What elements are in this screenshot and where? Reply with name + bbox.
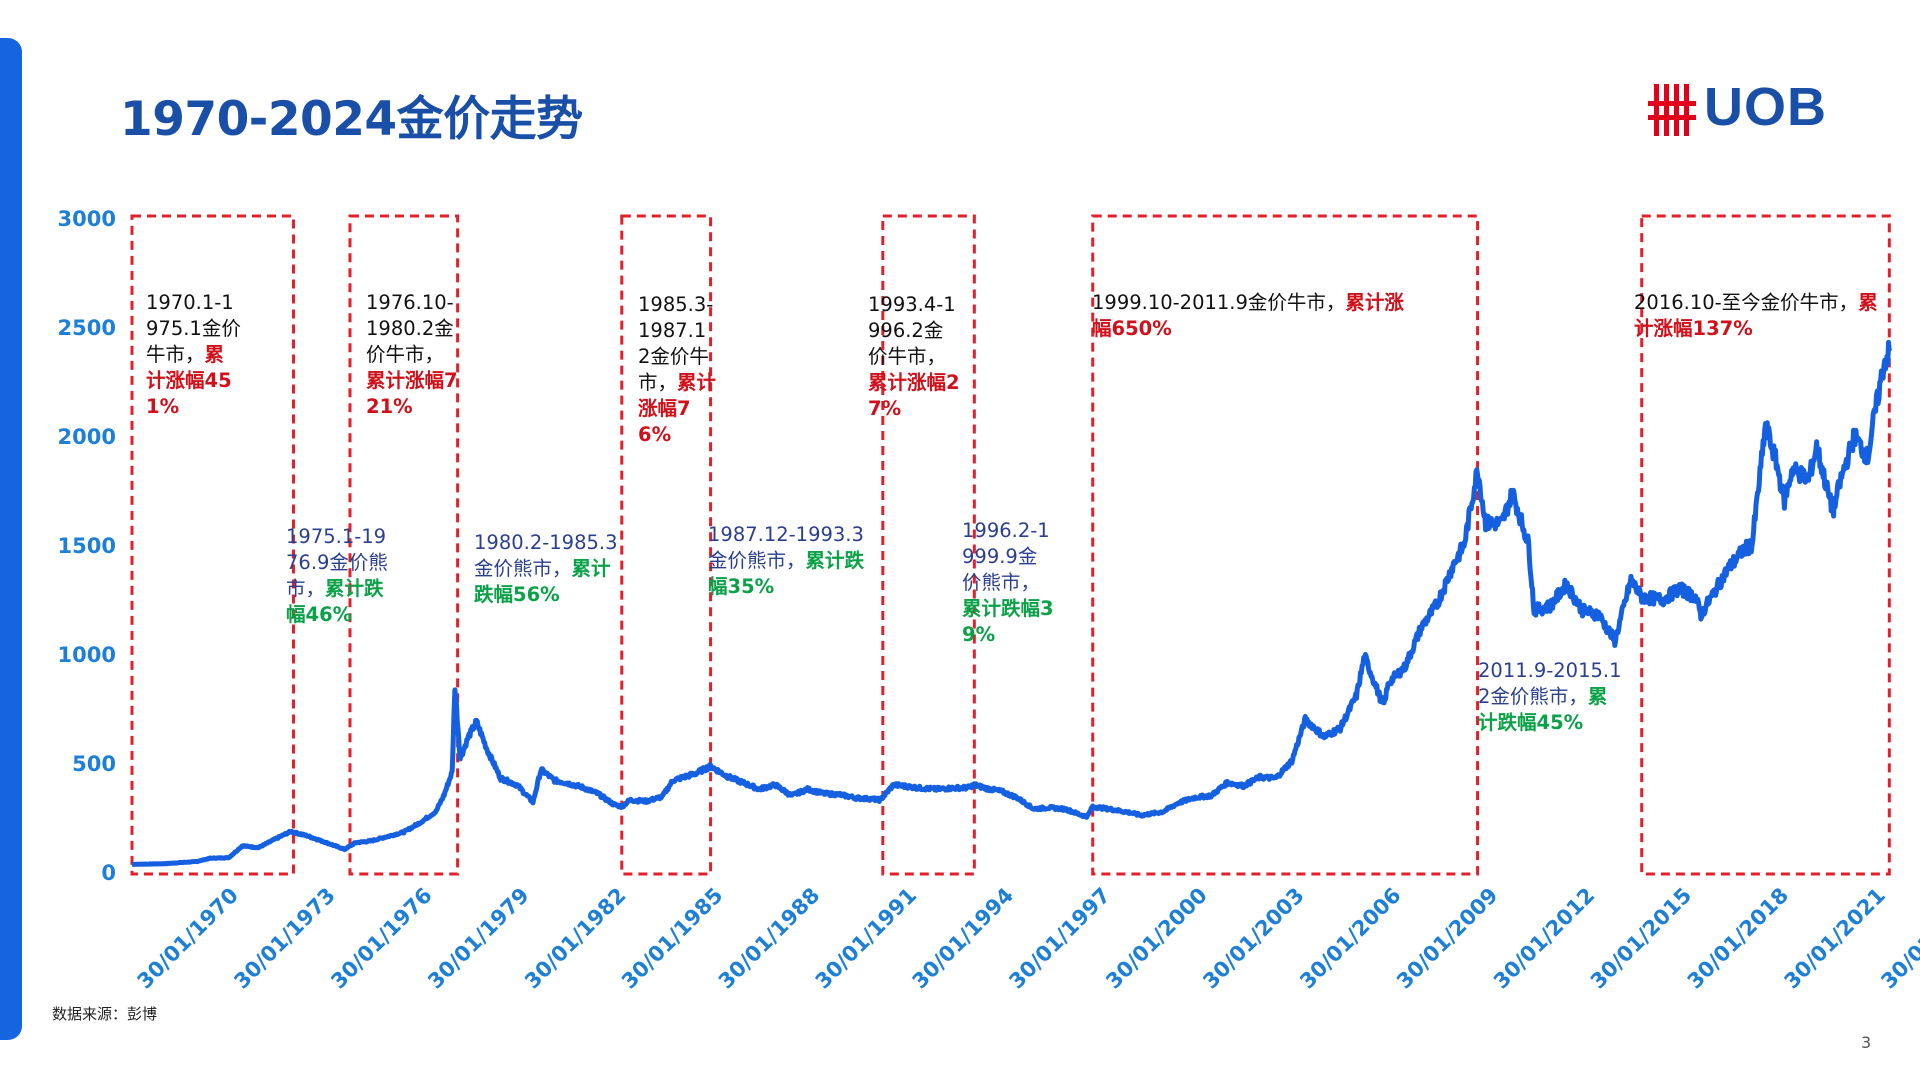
bull-period-box xyxy=(881,214,976,876)
bull-period-box xyxy=(1640,214,1891,876)
page-title: 1970-2024金价走势 xyxy=(120,92,583,147)
bear-market-annotation: 2011.9-2015.12金价熊市，累计跌幅45% xyxy=(1478,658,1622,736)
annotation-change: 累计涨幅76% xyxy=(638,371,717,446)
y-tick-label: 2000 xyxy=(58,425,116,449)
annotation-period: 1980.2-1985.3金价熊市， xyxy=(474,531,618,580)
data-source-note: 数据来源：彭博 xyxy=(52,1005,158,1023)
x-tick-label: 30/01/1970 xyxy=(133,883,243,993)
x-tick-label: 30/01/1997 xyxy=(1004,883,1114,993)
logo-wordmark: UOB xyxy=(1704,77,1827,137)
x-tick-label: 30/01/2009 xyxy=(1392,883,1502,993)
annotation-change: 累计涨幅721% xyxy=(366,369,458,418)
annotation-change: 累计涨幅650% xyxy=(1092,291,1404,340)
annotation-change: 累计跌幅56% xyxy=(474,557,611,606)
annotation-period: 1985.3-1987.12金价牛市， xyxy=(638,293,714,394)
bull-market-annotation: 1999.10-2011.9金价牛市，累计涨幅650% xyxy=(1092,290,1404,342)
y-tick-label: 3000 xyxy=(58,207,116,231)
bull-market-annotation: 1970.1-1975.1金价牛市，累计涨幅451% xyxy=(146,290,242,420)
annotation-period: 1987.12-1993.3金价熊市， xyxy=(708,523,864,572)
side-accent-bar xyxy=(0,38,22,1040)
page-number: 3 xyxy=(1861,1033,1872,1052)
x-tick-label: 30/01/2006 xyxy=(1295,883,1405,993)
annotation-period: 1993.4-1996.2金价牛市， xyxy=(868,293,956,368)
x-tick-label: 30/01/1973 xyxy=(229,883,339,993)
x-tick-label: 30/01/1979 xyxy=(423,883,533,993)
x-tick-label: 30/01/1994 xyxy=(908,883,1018,993)
x-tick-label: 30/01/1991 xyxy=(811,883,921,993)
annotation-period: 1970.1-1975.1金价牛市， xyxy=(146,291,241,366)
x-tick-label: 30/01/1982 xyxy=(520,883,630,993)
annotation-change: 累计跌幅45% xyxy=(1478,685,1608,734)
uob-bars-icon xyxy=(1648,84,1696,136)
bull-period-box xyxy=(1091,214,1480,876)
annotation-period: 2016.10-至今金价牛市， xyxy=(1634,291,1859,314)
annotation-period: 2011.9-2015.12金价熊市， xyxy=(1478,659,1622,708)
x-tick-label: 30/01/1988 xyxy=(714,883,824,993)
x-tick-label: 30/01/1985 xyxy=(617,883,727,993)
annotation-period: 1975.1-1976.9金价熊市， xyxy=(286,525,388,600)
annotation-change: 累计涨幅137% xyxy=(1634,291,1878,340)
bull-market-annotation: 2016.10-至今金价牛市，累计涨幅137% xyxy=(1634,290,1880,342)
bear-market-annotation: 1980.2-1985.3金价熊市，累计跌幅56% xyxy=(474,530,626,608)
bull-market-annotation: 1985.3-1987.12金价牛市，累计涨幅76% xyxy=(638,292,718,448)
y-tick-label: 1000 xyxy=(58,643,116,667)
annotation-change: 累计涨幅451% xyxy=(146,343,232,418)
bull-period-box xyxy=(130,214,295,876)
x-tick-label: 30/01/2003 xyxy=(1198,883,1308,993)
gold-price-line xyxy=(130,339,1892,867)
annotation-period: 1996.2-1999.9金价熊市， xyxy=(962,519,1050,594)
y-tick-label: 2500 xyxy=(58,316,116,340)
bear-market-annotation: 1987.12-1993.3金价熊市，累计跌幅35% xyxy=(708,522,870,600)
annotation-change: 累计跌幅39% xyxy=(962,597,1054,646)
y-tick-label: 0 xyxy=(101,861,116,885)
x-tick-label: 30/01/2000 xyxy=(1101,883,1211,993)
annotation-period: 1976.10-1980.2金价牛市， xyxy=(366,291,454,366)
x-tick-label: 30/01/2021 xyxy=(1780,883,1890,993)
bull-market-annotation: 1976.10-1980.2金价牛市，累计涨幅721% xyxy=(366,290,460,420)
annotation-change: 累计涨幅27% xyxy=(868,371,960,420)
annotation-change: 累计跌幅46% xyxy=(286,577,384,626)
x-tick-label: 30/01/2015 xyxy=(1586,883,1696,993)
bull-market-annotation: 1993.4-1996.2金价牛市，累计涨幅27% xyxy=(868,292,960,422)
annotation-change: 累计跌幅35% xyxy=(708,549,865,598)
x-tick-label: 30/01/2018 xyxy=(1683,883,1793,993)
bear-market-annotation: 1975.1-1976.9金价熊市，累计跌幅46% xyxy=(286,524,396,628)
annotation-period: 1999.10-2011.9金价牛市， xyxy=(1092,291,1346,314)
bull-period-box xyxy=(348,214,460,876)
x-tick-label: 30/01/1976 xyxy=(326,883,436,993)
bear-market-annotation: 1996.2-1999.9金价熊市，累计跌幅39% xyxy=(962,518,1054,648)
x-tick-label: 30/01/2012 xyxy=(1489,883,1599,993)
uob-logo: UOB xyxy=(1648,77,1832,144)
y-tick-label: 500 xyxy=(72,752,116,776)
y-tick-label: 1500 xyxy=(58,534,116,558)
